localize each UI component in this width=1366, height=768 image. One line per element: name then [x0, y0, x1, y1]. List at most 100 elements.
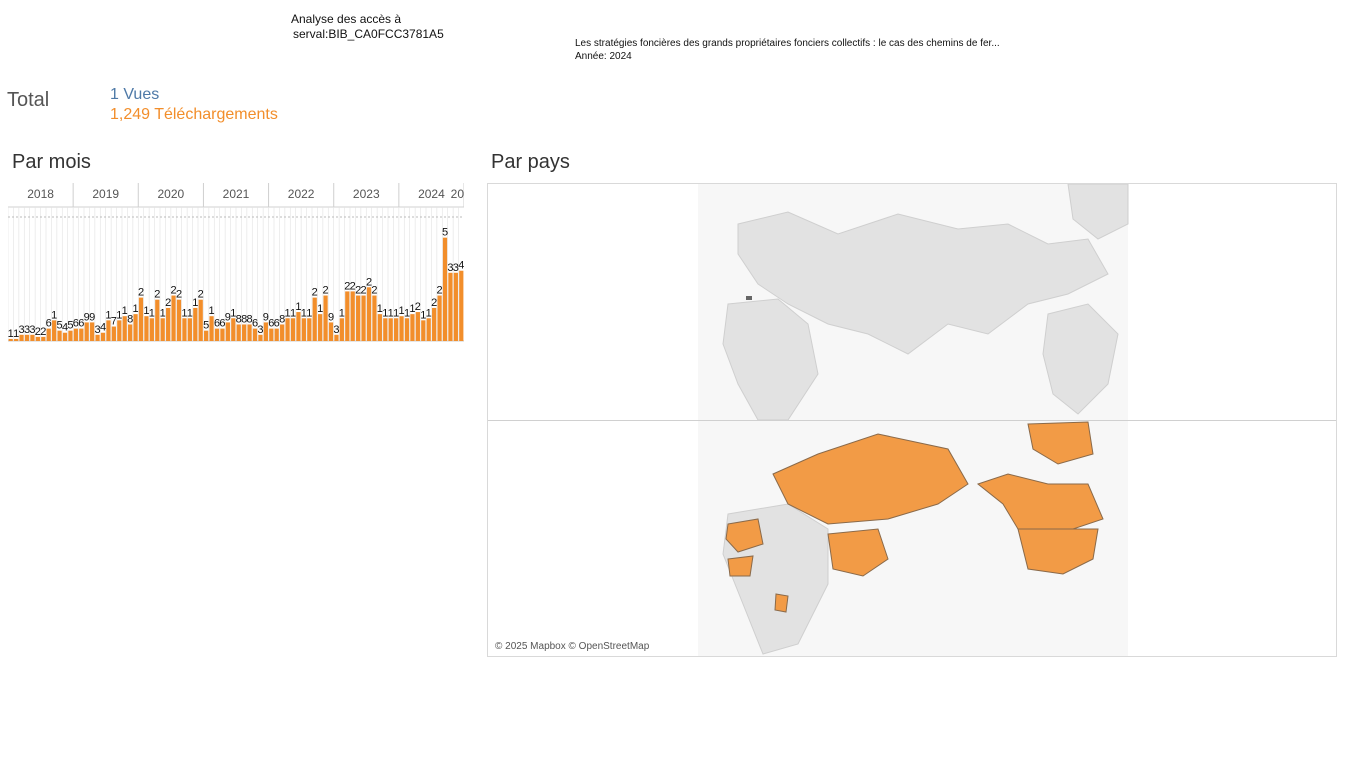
month-bar[interactable] [415, 312, 420, 341]
north-africa-shape[interactable] [727, 555, 754, 577]
month-bar[interactable] [323, 295, 328, 341]
month-bar[interactable] [242, 324, 247, 341]
month-bar[interactable] [258, 334, 263, 341]
usa-shape[interactable] [1017, 528, 1099, 575]
month-bar[interactable] [117, 320, 122, 341]
country-map[interactable]: © 2025 Mapbox © OpenStreetMap [487, 183, 1337, 657]
month-bar[interactable] [79, 328, 84, 341]
month-bar[interactable] [328, 322, 334, 341]
month-bar[interactable] [339, 318, 344, 341]
month-bar[interactable] [24, 334, 30, 341]
month-bar[interactable] [144, 316, 149, 341]
map-panel-bottom[interactable] [698, 421, 1128, 657]
month-bar[interactable] [388, 318, 393, 341]
month-bar[interactable] [133, 314, 138, 341]
month-bar[interactable] [410, 314, 415, 341]
month-bar[interactable] [193, 307, 198, 341]
month-bar[interactable] [220, 328, 225, 341]
month-bar[interactable] [236, 324, 241, 341]
month-bar[interactable] [8, 338, 13, 341]
month-bar[interactable] [209, 316, 214, 341]
month-bar[interactable] [46, 328, 51, 341]
map-attribution[interactable]: © 2025 Mapbox © OpenStreetMap [495, 641, 650, 652]
month-bar[interactable] [296, 312, 301, 341]
month-bar[interactable] [453, 272, 458, 341]
month-bar[interactable] [280, 324, 285, 341]
month-bar[interactable] [366, 287, 372, 341]
month-bar[interactable] [155, 299, 160, 341]
month-bar[interactable] [128, 324, 133, 341]
month-bar[interactable] [225, 322, 230, 341]
month-bar[interactable] [383, 318, 388, 341]
month-bar[interactable] [95, 334, 100, 341]
month-bar[interactable] [404, 318, 410, 341]
month-bar[interactable] [356, 295, 361, 341]
canada-shape[interactable] [976, 473, 1104, 530]
month-bar[interactable] [19, 334, 24, 341]
month-bar[interactable] [247, 324, 252, 341]
month-bar[interactable] [160, 318, 165, 341]
month-bar[interactable] [176, 299, 182, 341]
month-bar[interactable] [345, 291, 350, 341]
month-bar[interactable] [90, 322, 95, 341]
month-bar[interactable] [426, 318, 431, 341]
month-bar[interactable] [350, 291, 355, 341]
month-bar[interactable] [166, 307, 171, 341]
month-bar[interactable] [399, 316, 404, 341]
month-bar[interactable] [35, 336, 40, 341]
month-bar[interactable] [432, 307, 437, 341]
month-bar[interactable] [138, 297, 144, 341]
month-bar[interactable] [171, 295, 176, 341]
month-bar[interactable] [334, 334, 339, 341]
month-bar[interactable] [231, 318, 236, 341]
month-bar[interactable] [68, 330, 73, 341]
month-bar[interactable] [459, 270, 464, 341]
month-bar[interactable] [122, 316, 127, 341]
month-bar[interactable] [372, 295, 377, 341]
month-bar[interactable] [52, 320, 57, 341]
month-bar[interactable] [301, 318, 306, 341]
views-count[interactable]: 1 Vues [110, 86, 160, 103]
month-bar[interactable] [106, 320, 111, 341]
month-bar[interactable] [312, 297, 317, 341]
month-bar[interactable] [14, 338, 19, 341]
month-bar[interactable] [307, 318, 312, 341]
month-bar[interactable] [41, 336, 46, 341]
month-bar[interactable] [442, 237, 448, 341]
month-bar[interactable] [394, 318, 399, 341]
month-bar[interactable] [187, 318, 192, 341]
month-bar[interactable] [263, 322, 268, 341]
month-bar[interactable] [290, 318, 296, 341]
month-bar[interactable] [73, 328, 78, 341]
western-europe-shape[interactable] [725, 518, 764, 553]
month-bar[interactable] [57, 330, 62, 341]
month-bar[interactable] [252, 328, 258, 341]
month-bar[interactable] [62, 332, 68, 341]
month-bar[interactable] [361, 295, 366, 341]
world-map[interactable] [488, 184, 1337, 657]
month-bar[interactable] [285, 318, 290, 341]
month-bar[interactable] [182, 318, 187, 341]
month-bar[interactable] [269, 328, 274, 341]
month-bar[interactable] [318, 314, 323, 341]
month-bar[interactable] [421, 320, 426, 341]
month-bar[interactable] [448, 272, 453, 341]
switzerland-marker[interactable] [746, 296, 752, 300]
monthly-chart-svg[interactable]: 2018201920202021202220232024202511333226… [8, 183, 478, 343]
month-bar[interactable] [204, 330, 209, 341]
month-bar[interactable] [84, 322, 89, 341]
month-bar[interactable] [111, 326, 116, 341]
month-bar[interactable] [377, 314, 382, 341]
russia-shape[interactable] [772, 433, 969, 525]
monthly-chart[interactable]: 2018201920202021202220232024202511333226… [8, 183, 478, 343]
month-bar[interactable] [198, 299, 203, 341]
central-africa-shape[interactable] [774, 593, 789, 613]
month-bar[interactable] [149, 318, 154, 341]
downloads-count[interactable]: 1,249 Téléchargements [110, 106, 278, 123]
month-bar[interactable] [214, 328, 220, 341]
month-bar[interactable] [100, 332, 106, 341]
arctic-islands-shape[interactable] [1027, 421, 1094, 465]
month-bar[interactable] [30, 334, 35, 341]
china-shape[interactable] [827, 528, 889, 577]
month-bar[interactable] [274, 328, 279, 341]
